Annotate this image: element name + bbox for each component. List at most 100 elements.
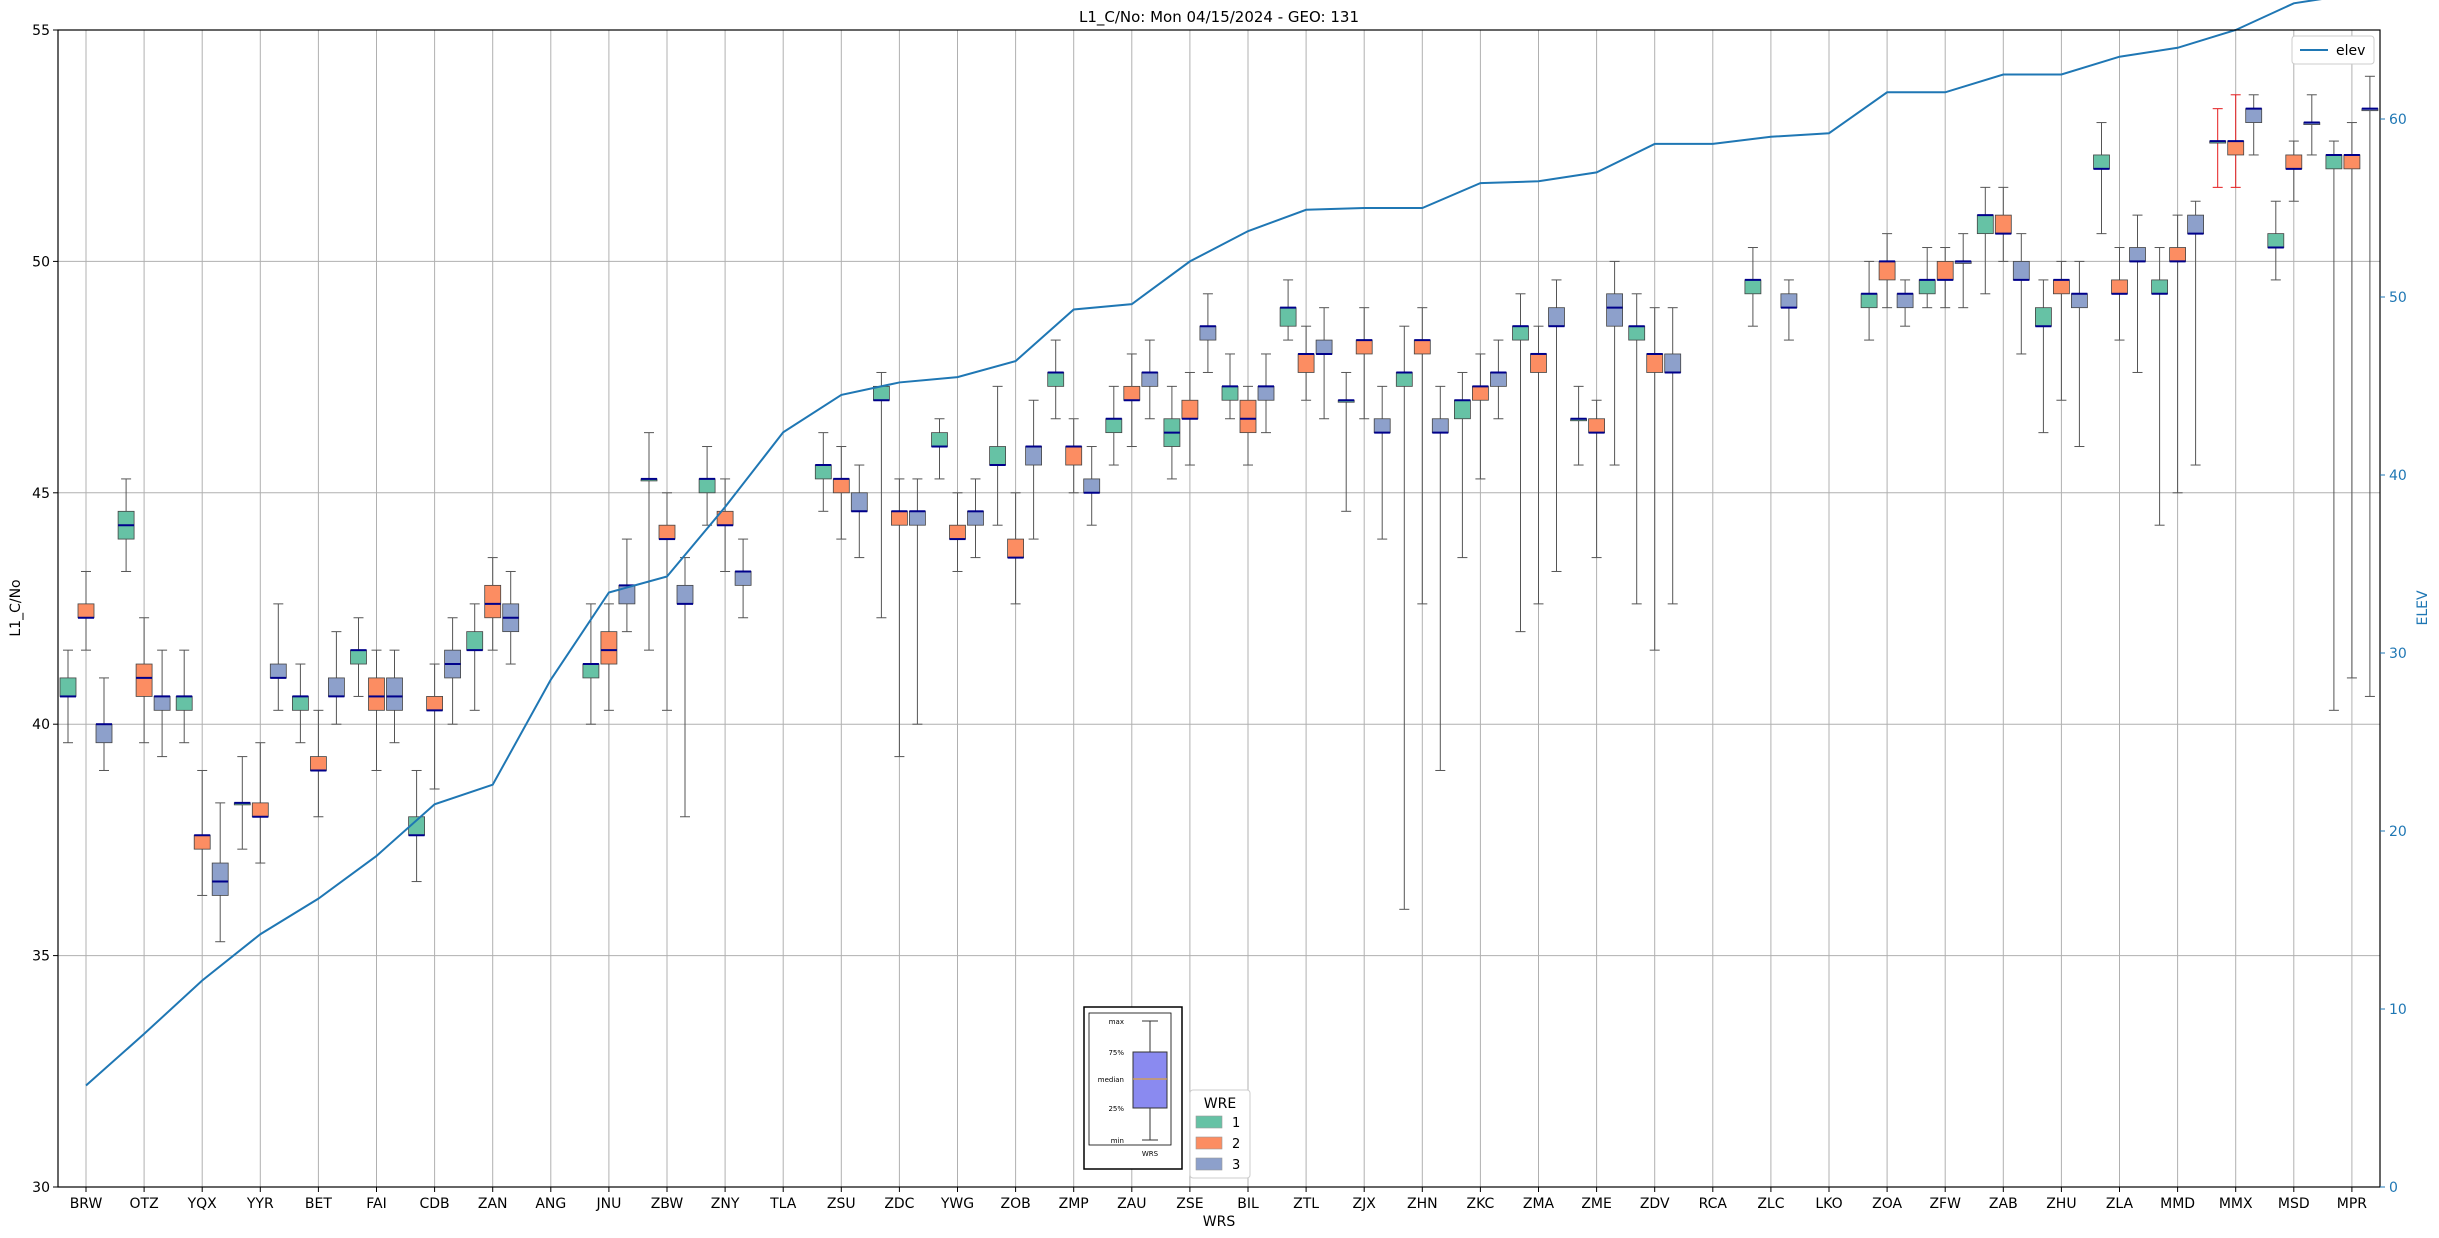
- box-body: [1936, 260, 1954, 281]
- box-body: [1025, 446, 1042, 466]
- box-ZMP-wre2: [1065, 418, 1083, 494]
- x-tick-label: LKO: [1815, 1196, 1842, 1212]
- x-tick-label: ZDC: [884, 1196, 914, 1212]
- box-YWG-wre2: [949, 492, 966, 572]
- box-ZSU-wre3: [850, 464, 868, 559]
- box-body: [1279, 307, 1297, 327]
- inset-label: median: [1098, 1076, 1124, 1084]
- box-body: [1373, 418, 1391, 434]
- x-axis-label: WRS: [1203, 1214, 1236, 1230]
- box-YQX-wre3: [211, 802, 229, 943]
- box-body: [2129, 247, 2146, 262]
- y2-tick-label: 0: [2389, 1180, 2398, 1196]
- box-ZAN-wre1: [466, 603, 484, 711]
- box-MMD-wre3: [2187, 200, 2205, 466]
- box-FAI-wre2: [368, 649, 385, 771]
- wre-3-label: 3: [1232, 1158, 1240, 1173]
- inset-label: 25%: [1108, 1105, 1124, 1113]
- box-ZHN-wre3: [1431, 385, 1449, 771]
- box-body: [676, 584, 694, 605]
- box-MSD-wre3: [2303, 94, 2321, 156]
- box-body: [1664, 353, 1682, 373]
- box-ZAB-wre3: [2012, 233, 2030, 355]
- box-ZFW-wre3: [1954, 233, 1972, 309]
- box-ZME-wre2: [1588, 399, 1605, 559]
- box-body: [327, 677, 345, 697]
- box-ZFW-wre1: [1918, 247, 1936, 309]
- inset-label: 75%: [1108, 1049, 1124, 1057]
- box-body: [850, 492, 868, 512]
- box-ZNY-wre3: [734, 538, 752, 619]
- box-BET-wre1: [291, 663, 309, 744]
- y2-tick-label: 30: [2389, 646, 2407, 662]
- box-body: [251, 802, 269, 818]
- box-body: [949, 524, 966, 540]
- x-tick-label: YYR: [246, 1196, 274, 1212]
- box-body: [1239, 399, 1257, 434]
- box-body: [2093, 154, 2110, 170]
- box-BRW-wre1: [59, 649, 77, 744]
- elev-series: [85, 0, 2322, 1087]
- box-BET-wre3: [327, 631, 345, 725]
- box-ZAU-wre3: [1141, 339, 1159, 420]
- box-ZSE-wre3: [1199, 293, 1217, 373]
- box-body: [1047, 372, 1065, 387]
- box-ZHU-wre2: [2052, 260, 2070, 401]
- box-ZAU-wre2: [1123, 353, 1141, 448]
- box-body: [1413, 339, 1431, 355]
- box-ZDC-wre2: [891, 478, 908, 758]
- box-body: [59, 677, 77, 697]
- box-body: [2151, 279, 2169, 295]
- box-body: [1431, 418, 1449, 434]
- box-ZTL-wre2: [1297, 325, 1315, 401]
- box-body: [1199, 325, 1217, 341]
- x-tick-label: MMD: [2160, 1196, 2195, 1212]
- x-tick-label: ZKC: [1467, 1196, 1495, 1212]
- box-YQX-wre2: [193, 769, 211, 896]
- box-body: [2285, 154, 2303, 170]
- box-body: [1994, 214, 2012, 235]
- box-body: [1083, 478, 1101, 494]
- box-body: [2187, 214, 2205, 235]
- x-tick-label: ZLA: [2106, 1196, 2134, 1212]
- box-body: [909, 510, 926, 526]
- x-tick-label: CDB: [420, 1196, 450, 1212]
- y2-tick-label: 40: [2389, 468, 2407, 484]
- inset-label: max: [1109, 1018, 1124, 1026]
- box-body: [2012, 260, 2030, 281]
- box-body: [1065, 446, 1083, 466]
- box-body: [1221, 385, 1239, 401]
- box-ZAN-wre2: [484, 557, 502, 651]
- x-tick-label: ZHN: [1407, 1196, 1438, 1212]
- wre-2-label: 2: [1232, 1137, 1240, 1152]
- box-body: [600, 631, 618, 665]
- box-body: [1588, 418, 1605, 434]
- box-body: [1315, 339, 1333, 355]
- box-body: [175, 696, 193, 711]
- box-series: [59, 75, 2379, 943]
- y2-tick-label: 10: [2389, 1002, 2407, 1018]
- box-body: [1512, 325, 1529, 341]
- wre-legend-title: WRE: [1204, 1096, 1236, 1112]
- box-body: [2343, 154, 2361, 170]
- box-ZSU-wre2: [832, 446, 850, 540]
- x-tick-label: TLA: [769, 1196, 797, 1212]
- x-tick-label: ZSE: [1176, 1196, 1203, 1212]
- box-ZAU-wre1: [1105, 385, 1123, 466]
- box-FAI-wre3: [386, 649, 403, 744]
- box-ZOA-wre2: [1878, 233, 1896, 309]
- box-ZKC-wre1: [1454, 371, 1471, 559]
- box-body: [153, 696, 171, 711]
- box-body: [1606, 293, 1623, 327]
- box-body: [1896, 293, 1914, 309]
- box-ZMA-wre1: [1512, 293, 1529, 633]
- box-ZMA-wre3: [1548, 279, 1565, 572]
- box-body: [1141, 372, 1159, 387]
- x-tick-label: FAI: [366, 1196, 386, 1212]
- box-ZTL-wre1: [1279, 279, 1297, 341]
- box-body: [1548, 307, 1565, 327]
- x-tick-label: YWG: [940, 1196, 974, 1212]
- box-body: [386, 677, 403, 711]
- box-ZOB-wre1: [989, 385, 1006, 526]
- box-body: [1355, 339, 1373, 355]
